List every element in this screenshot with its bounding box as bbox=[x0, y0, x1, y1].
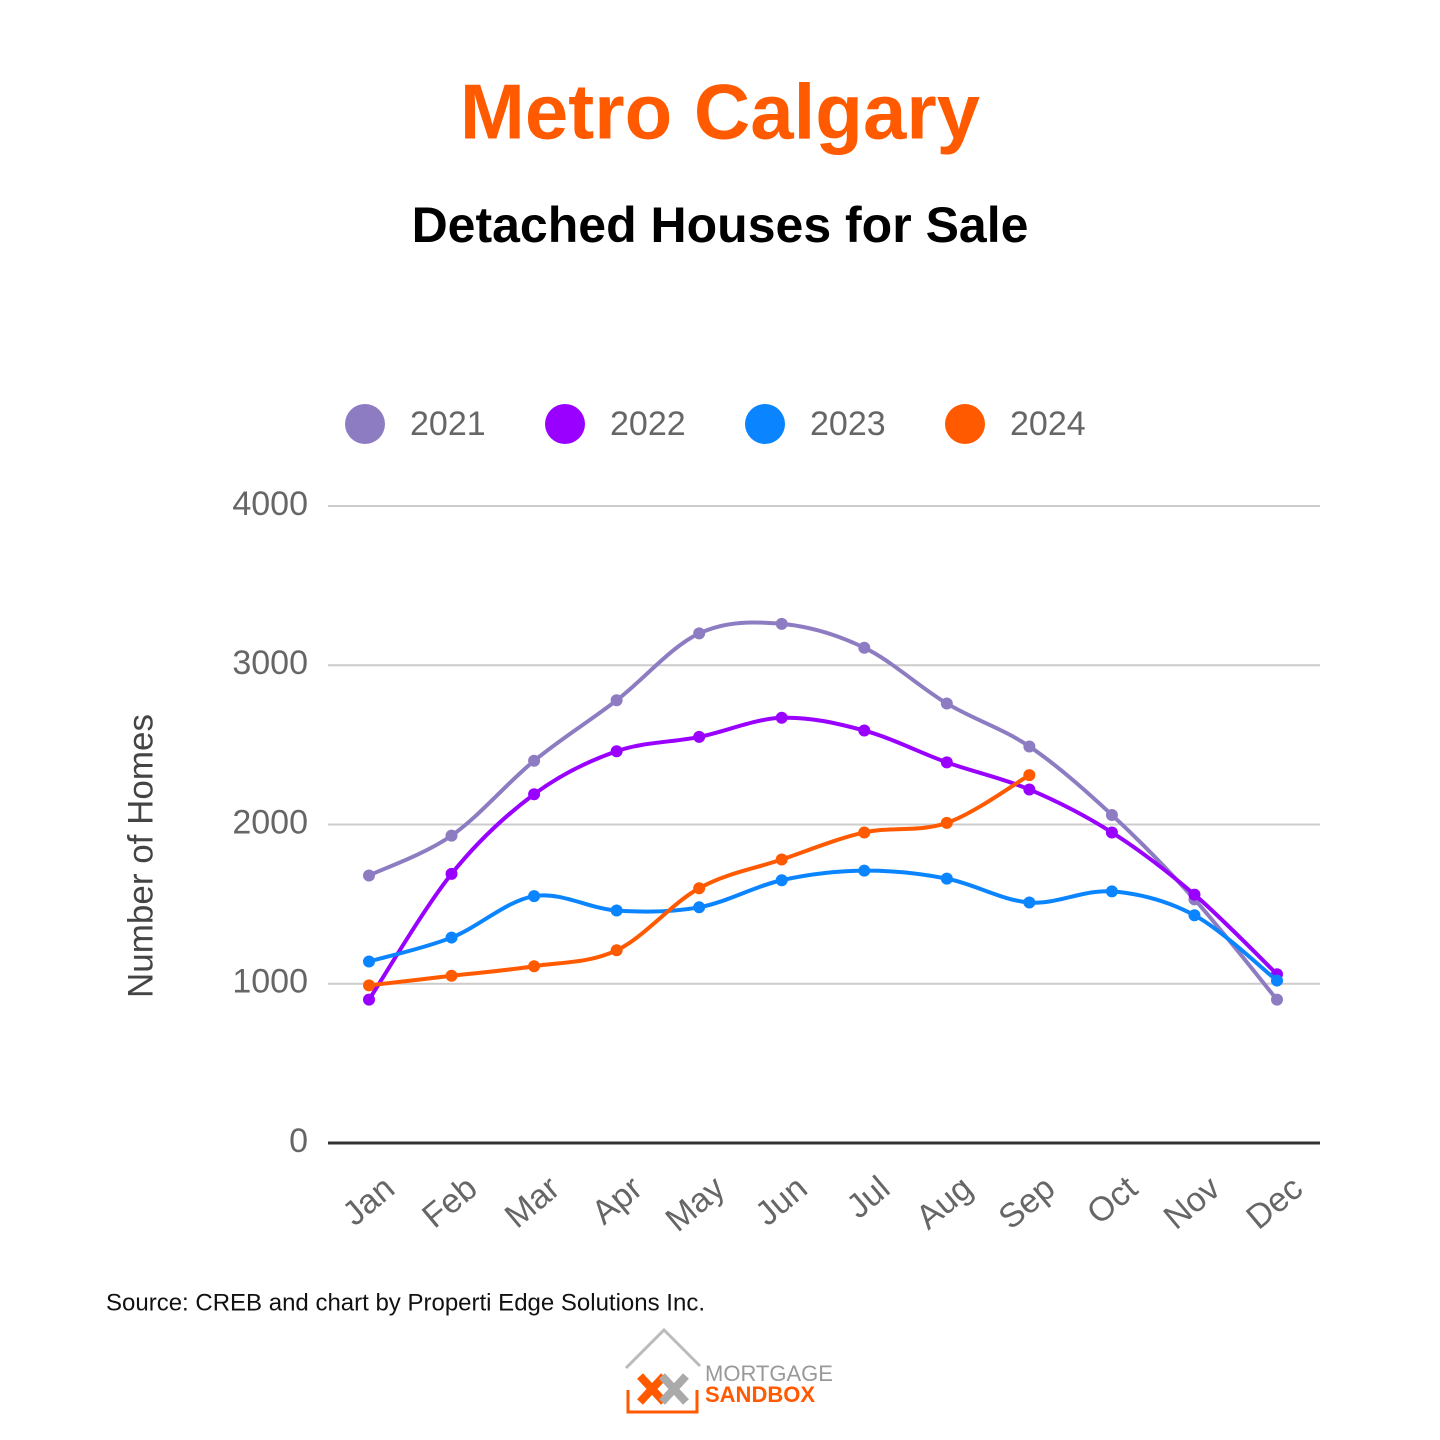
x-tick-label: Apr bbox=[585, 1169, 650, 1232]
y-tick-label: 3000 bbox=[232, 644, 308, 682]
x-tick-label: Mar bbox=[498, 1169, 567, 1236]
x-tick-label: Jan bbox=[335, 1169, 401, 1233]
data-point bbox=[528, 788, 541, 801]
series-line bbox=[368, 773, 1031, 988]
data-point bbox=[858, 864, 871, 877]
data-point bbox=[528, 754, 541, 767]
x-tick-label: Sep bbox=[992, 1169, 1063, 1237]
data-point bbox=[1188, 909, 1201, 922]
x-tick-label: Oct bbox=[1080, 1169, 1145, 1232]
data-point bbox=[445, 931, 458, 944]
logo-x bbox=[637, 1373, 667, 1405]
data-point bbox=[858, 724, 871, 737]
data-point bbox=[1023, 783, 1036, 796]
data-point bbox=[610, 745, 623, 758]
legend-label: 2024 bbox=[1010, 405, 1086, 443]
logo-x2 bbox=[659, 1373, 689, 1405]
chart-subtitle: Detached Houses for Sale bbox=[412, 197, 1029, 253]
data-point bbox=[693, 901, 706, 914]
data-point bbox=[528, 960, 541, 973]
data-point bbox=[1105, 826, 1118, 839]
logo-text: SANDBOX bbox=[705, 1382, 815, 1407]
series-line bbox=[368, 620, 1279, 1001]
data-point bbox=[940, 756, 953, 769]
x-tick-label: Jul bbox=[839, 1169, 897, 1226]
legend-marker bbox=[545, 404, 585, 444]
data-point bbox=[858, 641, 871, 654]
logo: MORTGAGE SANDBOX bbox=[624, 1327, 833, 1414]
data-point bbox=[940, 697, 953, 710]
series-line bbox=[368, 868, 1279, 983]
data-point bbox=[610, 944, 623, 957]
data-point bbox=[940, 816, 953, 829]
series-line bbox=[367, 715, 1279, 1001]
y-tick-label: 4000 bbox=[232, 485, 308, 523]
legend-label: 2023 bbox=[810, 405, 886, 443]
logo-text: MORTGAGE bbox=[705, 1361, 833, 1386]
data-point bbox=[363, 955, 375, 968]
x-tick-label: Dec bbox=[1239, 1169, 1310, 1237]
data-point bbox=[363, 979, 375, 992]
data-point bbox=[1271, 974, 1283, 987]
data-point bbox=[363, 993, 375, 1006]
x-tick-label: May bbox=[658, 1169, 732, 1239]
x-tick-label: Aug bbox=[909, 1169, 980, 1237]
data-point bbox=[445, 829, 458, 842]
x-tick-label: Feb bbox=[415, 1169, 484, 1236]
series bbox=[363, 864, 1283, 987]
data-point bbox=[528, 890, 541, 903]
y-tick-label: 0 bbox=[289, 1122, 308, 1160]
series bbox=[363, 711, 1283, 1006]
data-point bbox=[1105, 885, 1118, 898]
data-point bbox=[1271, 993, 1283, 1006]
data-point bbox=[610, 694, 623, 707]
series bbox=[363, 617, 1283, 1006]
legend-marker bbox=[945, 404, 985, 444]
data-point bbox=[1023, 896, 1036, 909]
logo-box bbox=[626, 1390, 699, 1414]
y-axis-label: Number of Homes bbox=[121, 714, 160, 998]
chart-title: Metro Calgary bbox=[460, 68, 980, 156]
series bbox=[363, 769, 1036, 992]
legend-label: 2021 bbox=[410, 405, 486, 443]
legend-marker bbox=[345, 404, 385, 444]
data-point bbox=[445, 969, 458, 982]
logo-roof bbox=[624, 1327, 702, 1370]
data-point bbox=[940, 872, 953, 885]
data-point bbox=[1188, 888, 1201, 901]
data-point bbox=[363, 869, 375, 882]
data-point bbox=[1105, 808, 1118, 821]
data-point bbox=[693, 627, 706, 640]
data-point bbox=[693, 882, 706, 895]
data-point bbox=[693, 730, 706, 743]
x-tick-label: Jun bbox=[748, 1169, 814, 1233]
source-note: Source: CREB and chart by Properti Edge … bbox=[106, 1289, 705, 1316]
data-point bbox=[775, 711, 788, 724]
data-point bbox=[610, 904, 623, 917]
y-tick-label: 2000 bbox=[232, 803, 308, 841]
data-point bbox=[775, 853, 788, 866]
x-tick-label: Nov bbox=[1157, 1169, 1228, 1237]
legend-label: 2022 bbox=[610, 405, 686, 443]
data-point bbox=[1023, 740, 1036, 753]
data-point bbox=[445, 867, 458, 880]
data-point bbox=[775, 617, 788, 630]
data-point bbox=[775, 874, 788, 887]
data-point bbox=[1023, 769, 1036, 782]
data-point bbox=[858, 826, 871, 839]
legend-marker bbox=[745, 404, 785, 444]
y-tick-label: 1000 bbox=[232, 963, 308, 1001]
